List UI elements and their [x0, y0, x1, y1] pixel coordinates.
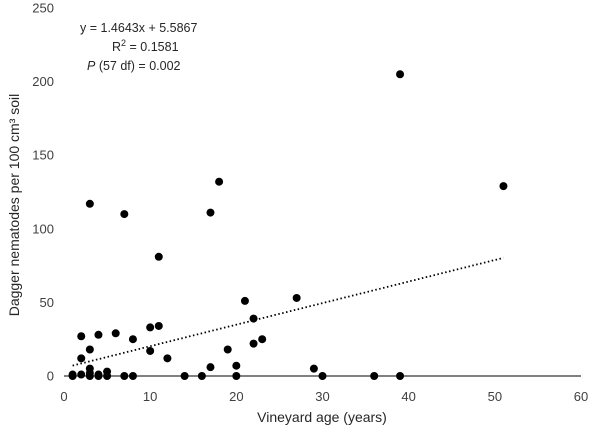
x-tick-label: 60 [574, 389, 588, 404]
regression-equation: y = 1.4643x + 5.5867 [80, 21, 198, 35]
data-point [85, 199, 94, 208]
y-axis-title: Dagger nematodes per 100 cm³ soil [6, 94, 22, 317]
data-point [240, 296, 249, 305]
data-point [197, 372, 206, 380]
data-point [318, 372, 327, 380]
y-axis-ticks: 0 50 100 150 200 250 [32, 1, 54, 384]
data-point [232, 361, 241, 370]
x-tick-label: 10 [143, 389, 157, 404]
data-point [292, 293, 301, 302]
data-point [215, 177, 224, 186]
data-point [68, 372, 77, 380]
data-point [77, 332, 86, 341]
data-point [128, 335, 137, 344]
data-point [146, 323, 155, 332]
data-point [85, 372, 94, 380]
data-point [154, 321, 163, 330]
x-tick-label: 20 [229, 389, 243, 404]
data-points [68, 70, 508, 380]
data-point [396, 70, 405, 79]
data-point [94, 372, 103, 380]
data-point [249, 314, 258, 323]
data-point [146, 346, 155, 355]
data-point [223, 345, 232, 354]
data-point [77, 370, 86, 379]
data-point [206, 208, 215, 217]
data-point [103, 372, 112, 380]
data-point [258, 335, 267, 344]
r-squared-label: R2 = 0.1581 [112, 38, 179, 54]
data-point [370, 372, 379, 380]
x-tick-label: 50 [488, 389, 502, 404]
data-point [249, 339, 258, 348]
y-tick-label: 100 [32, 221, 54, 236]
data-point [128, 372, 137, 380]
data-point [232, 372, 241, 380]
data-point [163, 354, 172, 363]
data-point [396, 372, 405, 380]
data-point [206, 363, 215, 372]
data-point [499, 182, 508, 191]
data-point [94, 330, 103, 339]
x-tick-label: 30 [315, 389, 329, 404]
trendline [72, 256, 504, 367]
x-tick-label: 0 [60, 389, 67, 404]
data-point [120, 372, 129, 380]
y-tick-label: 200 [32, 74, 54, 89]
y-tick-label: 150 [32, 148, 54, 163]
p-value-label: P (57 df) = 0.002 [87, 59, 181, 73]
y-tick-label: 0 [47, 369, 54, 384]
data-point [154, 252, 163, 261]
data-point [309, 364, 318, 373]
y-tick-label: 50 [40, 295, 54, 310]
x-tick-label: 40 [401, 389, 415, 404]
data-point [120, 210, 129, 219]
x-axis-ticks: 0 10 20 30 40 50 60 [60, 389, 588, 404]
data-point [85, 345, 94, 354]
data-point [77, 354, 86, 363]
data-point [111, 329, 120, 338]
y-tick-label: 250 [32, 1, 54, 16]
data-point [180, 372, 189, 380]
x-axis-title: Vineyard age (years) [257, 409, 387, 425]
